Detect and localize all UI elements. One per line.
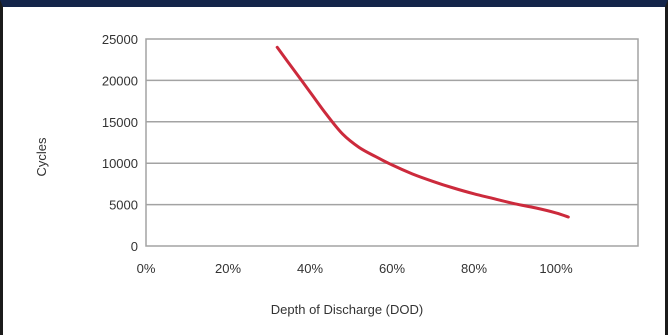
y-tick-label: 25000	[102, 32, 138, 47]
y-tick-label: 5000	[109, 198, 138, 213]
x-tick-label: 20%	[215, 261, 241, 276]
x-tick-label: 0%	[137, 261, 156, 276]
y-axis-title: Cycles	[34, 137, 49, 177]
cycles-series-line	[275, 45, 570, 219]
y-tick-label: 15000	[102, 115, 138, 130]
x-tick-label: 40%	[297, 261, 323, 276]
y-gridlines	[146, 79, 638, 206]
x-tick-label: 80%	[461, 261, 487, 276]
x-tick-label: 60%	[379, 261, 405, 276]
y-tick-label: 10000	[102, 156, 138, 171]
x-tick-label: 100%	[539, 261, 573, 276]
y-tick-labels: 0 5000 10000 15000 20000 25000	[102, 32, 138, 254]
x-tick-labels: 0% 20% 40% 60% 80% 100%	[137, 261, 573, 276]
x-axis-title: Depth of Discharge (DOD)	[271, 302, 423, 317]
y-tick-label: 20000	[102, 73, 138, 88]
y-tick-label: 0	[131, 239, 138, 254]
